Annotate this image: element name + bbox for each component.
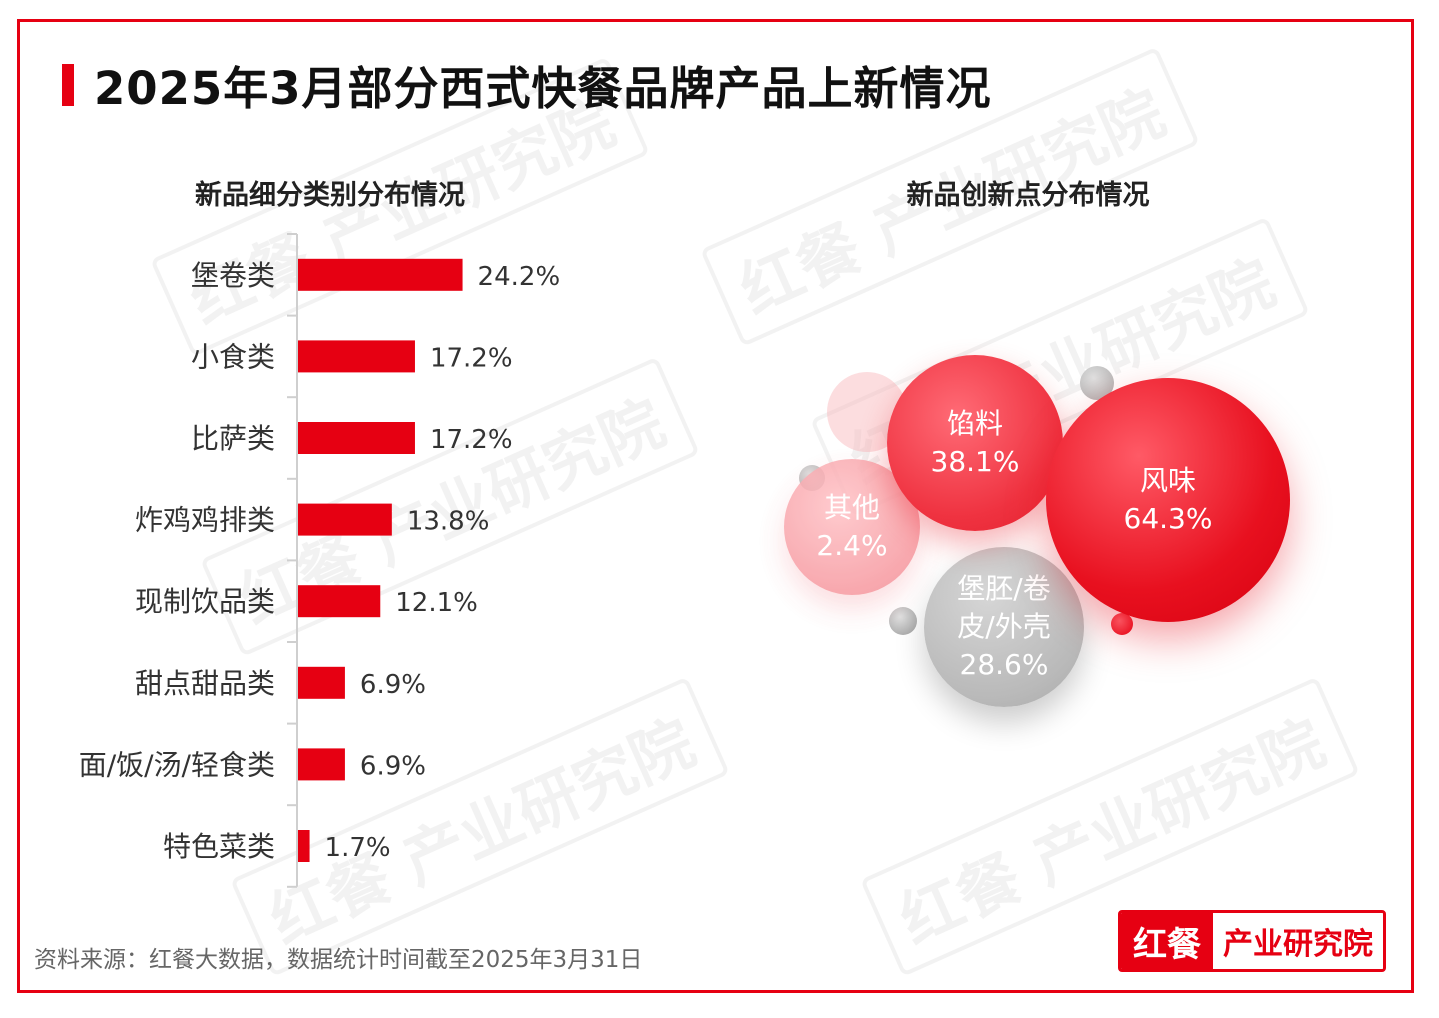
bar: [298, 258, 463, 291]
bar-chart: 堡卷类 24.2% 小食类 17.2% 比萨类 17.2% 炸鸡鸡排类 13.8% 现制饮品类 1…: [79, 233, 561, 888]
bubble-value: 2.4%: [816, 529, 888, 562]
bubble-value: 38.1%: [930, 445, 1020, 478]
value-label: 6.9%: [360, 751, 426, 781]
chart-frame: [17, 19, 1414, 993]
value-label: 12.1%: [395, 588, 478, 618]
bar: [298, 340, 415, 373]
bubble-name: 其他: [823, 491, 880, 524]
bar-chart-title: 新品细分类别分布情况: [195, 180, 465, 211]
bubble-name: 堡胚/卷: [957, 572, 1051, 605]
logo-right-text: 产业研究院: [1213, 913, 1383, 969]
bar: [298, 830, 310, 862]
bar: [298, 585, 381, 618]
category-label: 甜点甜品类: [135, 667, 275, 700]
bubble: 堡胚/卷皮/外壳 28.6%: [924, 547, 1084, 707]
bar: [298, 422, 415, 454]
value-label: 17.2%: [430, 425, 513, 455]
bubble-value: 64.3%: [1123, 502, 1213, 535]
source-note: 资料来源：红餐大数据，数据统计时间截至2025年3月31日: [34, 947, 643, 973]
bubble-name: 风味: [1139, 464, 1196, 497]
category-label: 现制饮品类: [135, 585, 275, 618]
category-label: 面/饭/汤/轻食类: [79, 748, 275, 781]
bubble-value: 28.6%: [959, 648, 1049, 681]
bubble-chart-title: 新品创新点分布情况: [906, 180, 1150, 211]
value-label: 24.2%: [478, 262, 561, 292]
page-title: 2025年3月部分西式快餐品牌产品上新情况: [94, 62, 992, 115]
category-label: 炸鸡鸡排类: [135, 504, 275, 537]
category-label: 堡卷类: [191, 259, 275, 292]
logo-left-text: 红餐: [1121, 913, 1213, 969]
decorative-bubble: [889, 607, 917, 635]
category-label: 比萨类: [191, 422, 275, 455]
title-accent-bar: [62, 64, 74, 106]
bubble-name: 皮/外壳: [957, 610, 1051, 643]
value-label: 6.9%: [360, 670, 426, 700]
bubble: 风味 64.3%: [1046, 378, 1290, 622]
value-label: 17.2%: [430, 343, 513, 373]
bubble: 馅料 38.1%: [887, 355, 1063, 531]
bar: [298, 748, 345, 781]
value-label: 1.7%: [325, 833, 391, 863]
category-label: 特色菜类: [163, 830, 275, 863]
decorative-bubble: [1111, 613, 1133, 635]
bar: [298, 666, 345, 699]
brand-logo: 红餐 产业研究院: [1118, 910, 1386, 972]
bar: [298, 503, 392, 536]
value-label: 13.8%: [407, 507, 490, 537]
category-label: 小食类: [191, 340, 275, 373]
bubble-name: 馅料: [946, 407, 1003, 440]
